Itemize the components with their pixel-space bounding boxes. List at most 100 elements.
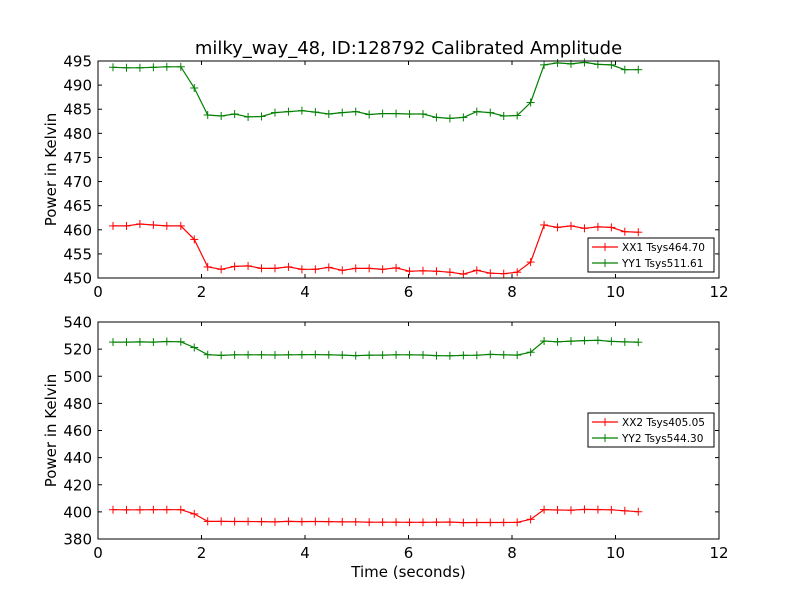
data-point bbox=[190, 235, 199, 244]
x-tick-label: 12 bbox=[709, 544, 728, 562]
axes-frame bbox=[97, 321, 720, 540]
data-point bbox=[499, 111, 508, 120]
data-point bbox=[472, 266, 481, 275]
data-point bbox=[580, 505, 589, 514]
legend-label: YY1 Tsys511.61 bbox=[621, 258, 703, 270]
y-tick-label: 455 bbox=[63, 245, 92, 263]
series-1 bbox=[109, 219, 643, 279]
data-point bbox=[593, 60, 602, 69]
data-point bbox=[284, 350, 293, 359]
data-point bbox=[459, 270, 468, 279]
data-point bbox=[190, 343, 199, 352]
data-point bbox=[607, 223, 616, 232]
y-tick-label: 520 bbox=[63, 341, 92, 359]
x-tick-label: 4 bbox=[300, 283, 310, 301]
data-point bbox=[338, 266, 347, 275]
data-point bbox=[634, 228, 643, 237]
x-axis-label: Time (seconds) bbox=[350, 563, 466, 581]
data-point bbox=[620, 337, 629, 346]
x-tick-label: 8 bbox=[507, 544, 517, 562]
data-point bbox=[270, 264, 279, 273]
data-point bbox=[418, 266, 427, 275]
legend: XX1 Tsys464.70 YY1 Tsys511.61 bbox=[587, 237, 715, 273]
data-point bbox=[135, 63, 144, 72]
data-point bbox=[486, 108, 495, 117]
data-point bbox=[472, 518, 481, 527]
y-tick-label: 475 bbox=[63, 149, 92, 167]
data-point bbox=[284, 107, 293, 116]
data-point bbox=[324, 350, 333, 359]
x-tick-label: 12 bbox=[709, 283, 728, 301]
data-point bbox=[365, 264, 374, 273]
y-tick-label: 400 bbox=[63, 503, 92, 521]
data-point bbox=[566, 337, 575, 346]
data-point bbox=[459, 351, 468, 360]
data-point bbox=[459, 113, 468, 122]
data-point bbox=[203, 262, 212, 271]
data-point bbox=[445, 268, 454, 277]
x-tick-label: 0 bbox=[93, 283, 103, 301]
data-point bbox=[230, 110, 239, 119]
data-point bbox=[244, 517, 253, 526]
data-point bbox=[486, 518, 495, 527]
legend-label: YY2 Tsys544.30 bbox=[621, 433, 703, 445]
data-point bbox=[634, 338, 643, 347]
y-axis-label: Power in Kelvin bbox=[42, 113, 60, 227]
y-tick-label: 420 bbox=[63, 476, 92, 494]
chart-title: milky_way_48, ID:128792 Calibrated Ampli… bbox=[195, 38, 622, 59]
data-point bbox=[176, 62, 185, 71]
data-point bbox=[311, 108, 320, 117]
data-point bbox=[270, 517, 279, 526]
data-point bbox=[513, 111, 522, 120]
data-point bbox=[324, 517, 333, 526]
data-point bbox=[607, 337, 616, 346]
x-tick-label: 10 bbox=[606, 283, 625, 301]
x-tick-label: 4 bbox=[300, 544, 310, 562]
legend-box bbox=[587, 237, 715, 273]
data-point bbox=[351, 517, 360, 526]
data-point bbox=[351, 351, 360, 360]
data-point bbox=[405, 350, 414, 359]
data-point bbox=[432, 113, 441, 122]
data-point bbox=[580, 58, 589, 67]
data-point bbox=[338, 108, 347, 117]
data-point bbox=[230, 350, 239, 359]
y-tick-label: 380 bbox=[63, 531, 92, 549]
plot-panel-1: milky_way_48, ID:128792 Calibrated Ampli… bbox=[42, 38, 729, 301]
y-tick-label: 480 bbox=[63, 395, 92, 413]
data-point bbox=[580, 224, 589, 233]
data-point bbox=[553, 58, 562, 67]
data-point bbox=[297, 106, 306, 115]
data-point bbox=[351, 107, 360, 116]
y-tick-label: 540 bbox=[63, 314, 92, 332]
x-tick-label: 6 bbox=[404, 544, 414, 562]
data-point bbox=[217, 351, 226, 360]
data-point bbox=[203, 517, 212, 526]
data-point bbox=[338, 351, 347, 360]
legend-box bbox=[587, 412, 715, 448]
data-point bbox=[499, 269, 508, 278]
data-point bbox=[472, 351, 481, 360]
data-point bbox=[607, 60, 616, 69]
data-point bbox=[392, 518, 401, 527]
data-point bbox=[620, 65, 629, 74]
data-point bbox=[392, 263, 401, 272]
data-point bbox=[109, 63, 118, 72]
data-point bbox=[149, 505, 158, 514]
data-point bbox=[190, 84, 199, 93]
data-point bbox=[135, 505, 144, 514]
data-point bbox=[472, 107, 481, 116]
data-point bbox=[418, 350, 427, 359]
y-tick-label: 460 bbox=[63, 221, 92, 239]
series-1 bbox=[109, 505, 643, 527]
data-point bbox=[634, 65, 643, 74]
data-point bbox=[217, 111, 226, 120]
x-tick-label: 2 bbox=[197, 544, 207, 562]
data-point bbox=[176, 221, 185, 230]
x-tick-label: 2 bbox=[197, 283, 207, 301]
data-point bbox=[162, 221, 171, 230]
data-point bbox=[378, 109, 387, 118]
data-point bbox=[392, 109, 401, 118]
data-point bbox=[593, 505, 602, 514]
